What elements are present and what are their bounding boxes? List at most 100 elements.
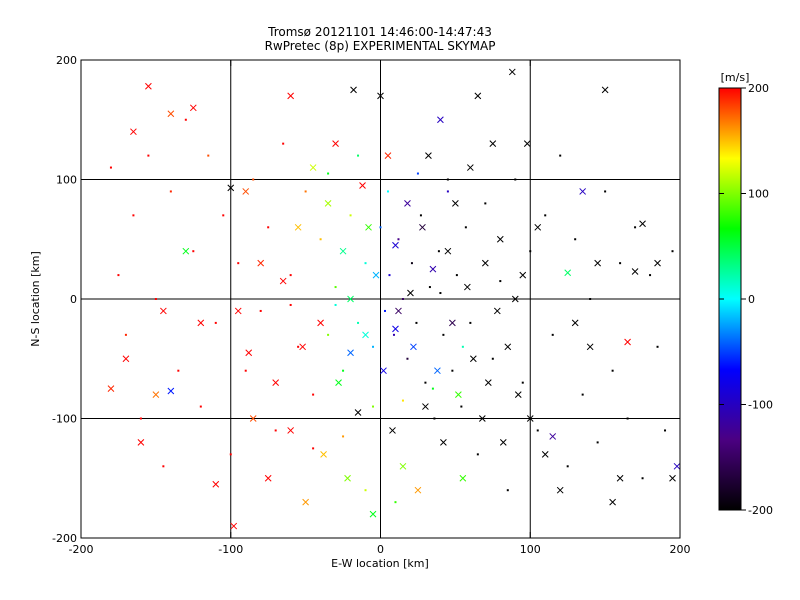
data-point-dot	[656, 345, 659, 348]
data-point-dot	[312, 447, 315, 450]
data-point-cross	[579, 188, 587, 195]
chart-subtitle: RwPretec (8p) EXPERIMENTAL SKYMAP	[265, 39, 496, 53]
data-point-cross	[242, 188, 250, 195]
data-point-dot	[267, 226, 270, 229]
chart-title: Tromsø 20121101 14:46:00-14:47:43	[267, 25, 492, 39]
data-point-cross	[279, 277, 287, 285]
data-point-cross	[317, 319, 324, 327]
data-point-dot	[124, 333, 127, 336]
data-point-cross	[444, 247, 452, 255]
data-point-cross	[425, 152, 432, 159]
data-point-cross	[429, 265, 437, 273]
data-point-cross	[469, 355, 477, 363]
data-point-cross	[130, 128, 137, 136]
data-point-dot	[484, 202, 487, 205]
data-point-dot	[397, 238, 400, 241]
data-point-cross	[324, 200, 332, 207]
data-point-dot	[364, 489, 367, 492]
data-point-dot	[342, 369, 345, 372]
x-tick-label: -100	[218, 543, 243, 556]
data-point-cross	[419, 223, 426, 231]
data-point-cross	[264, 474, 272, 482]
data-point-dot	[327, 333, 330, 336]
data-point-dot	[536, 429, 539, 432]
x-tick-label: -200	[69, 543, 94, 556]
data-point-dot	[424, 381, 427, 384]
data-point-dot	[499, 280, 502, 283]
data-point-cross	[399, 462, 407, 470]
data-point-cross	[673, 462, 680, 470]
data-point-cross	[526, 415, 534, 422]
y-tick-label: 100	[56, 174, 77, 187]
data-point-dot	[544, 214, 547, 217]
data-point-dot	[439, 292, 442, 295]
data-point-cross	[601, 86, 609, 94]
data-point-dot	[132, 214, 135, 217]
data-point-cross	[586, 343, 594, 351]
data-point-cross	[122, 355, 130, 363]
data-point-dot	[446, 190, 449, 193]
data-point-dot	[596, 441, 599, 444]
data-point-dot	[274, 429, 277, 432]
data-point-cross	[249, 415, 257, 422]
data-point-dot	[214, 321, 217, 324]
data-point-dot	[461, 345, 464, 348]
y-tick-label: -200	[52, 532, 77, 545]
data-point-dot	[282, 142, 285, 145]
data-point-dot	[469, 321, 472, 324]
data-point-dot	[259, 309, 262, 312]
data-point-cross	[362, 331, 369, 339]
data-point-dot	[410, 262, 413, 265]
data-point-cross	[152, 391, 160, 398]
data-point-dot	[394, 501, 397, 504]
data-point-cross	[227, 184, 235, 192]
data-point-cross	[347, 349, 354, 357]
data-point-cross	[616, 474, 624, 482]
data-point-dot	[372, 345, 375, 348]
data-point-cross	[137, 439, 145, 446]
data-point-cross	[347, 295, 354, 303]
data-point-cross	[440, 439, 447, 446]
data-point-cross	[481, 259, 489, 267]
data-point-dot	[357, 321, 360, 324]
colorbar-tick-label: -200	[748, 504, 773, 517]
data-point-dot	[442, 333, 445, 336]
data-point-cross	[365, 223, 372, 231]
data-point-cross	[449, 319, 456, 327]
data-point-dot	[222, 214, 225, 217]
data-point-cross	[392, 325, 399, 333]
data-point-cross	[478, 415, 486, 422]
data-point-dot	[514, 178, 517, 181]
data-point-cross	[107, 385, 115, 392]
data-point-cross	[437, 116, 444, 124]
data-point-cross	[320, 450, 327, 458]
data-point-dot	[604, 190, 607, 193]
data-point-cross	[422, 403, 429, 410]
data-point-cross	[523, 140, 531, 148]
data-point-dot	[388, 274, 391, 277]
data-point-cross	[167, 387, 175, 395]
scatter-points	[107, 68, 680, 530]
data-point-dot	[319, 238, 322, 241]
data-point-cross	[380, 367, 387, 375]
data-point-cross	[434, 367, 441, 375]
data-point-dot	[334, 286, 337, 289]
data-point-cross	[309, 164, 317, 171]
data-point-cross	[489, 140, 497, 148]
colorbar-tick-label: 200	[748, 82, 769, 95]
colorbar-tick-label: -100	[748, 399, 773, 412]
grid-lines	[81, 60, 680, 538]
data-point-cross	[511, 295, 519, 303]
data-point-dot	[342, 435, 345, 438]
data-point-cross	[631, 268, 639, 275]
data-point-cross	[594, 259, 601, 267]
data-point-dot	[229, 453, 232, 456]
data-point-dot	[379, 226, 382, 229]
data-point-dot	[401, 399, 404, 402]
y-tick-label: -100	[52, 413, 77, 426]
data-point-dot	[327, 172, 330, 175]
data-point-dot	[506, 489, 509, 492]
data-point-dot	[649, 274, 652, 277]
data-point-cross	[508, 68, 516, 76]
data-point-cross	[564, 269, 572, 277]
